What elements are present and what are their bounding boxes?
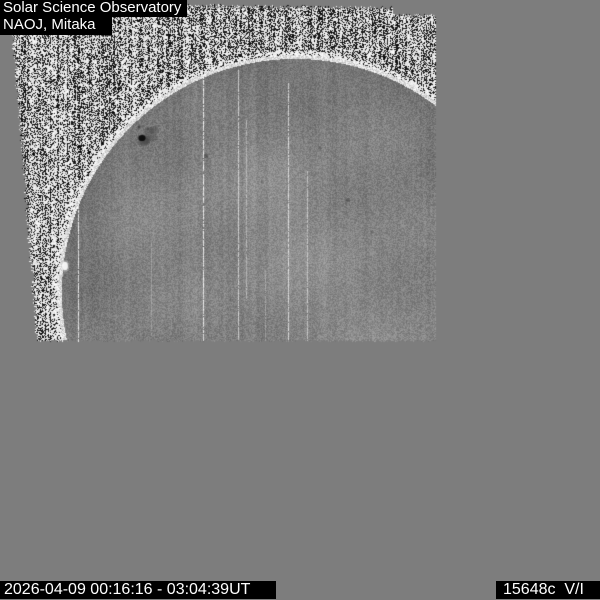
observation-timestamp-label: 2026-04-09 00:16:16 - 03:04:39UT bbox=[0, 581, 276, 599]
observation-code-label: 15648c V/I bbox=[496, 581, 600, 599]
observatory-location-label: NAOJ, Mitaka bbox=[0, 17, 112, 35]
observatory-name-label: Solar Science Observatory bbox=[0, 0, 187, 17]
